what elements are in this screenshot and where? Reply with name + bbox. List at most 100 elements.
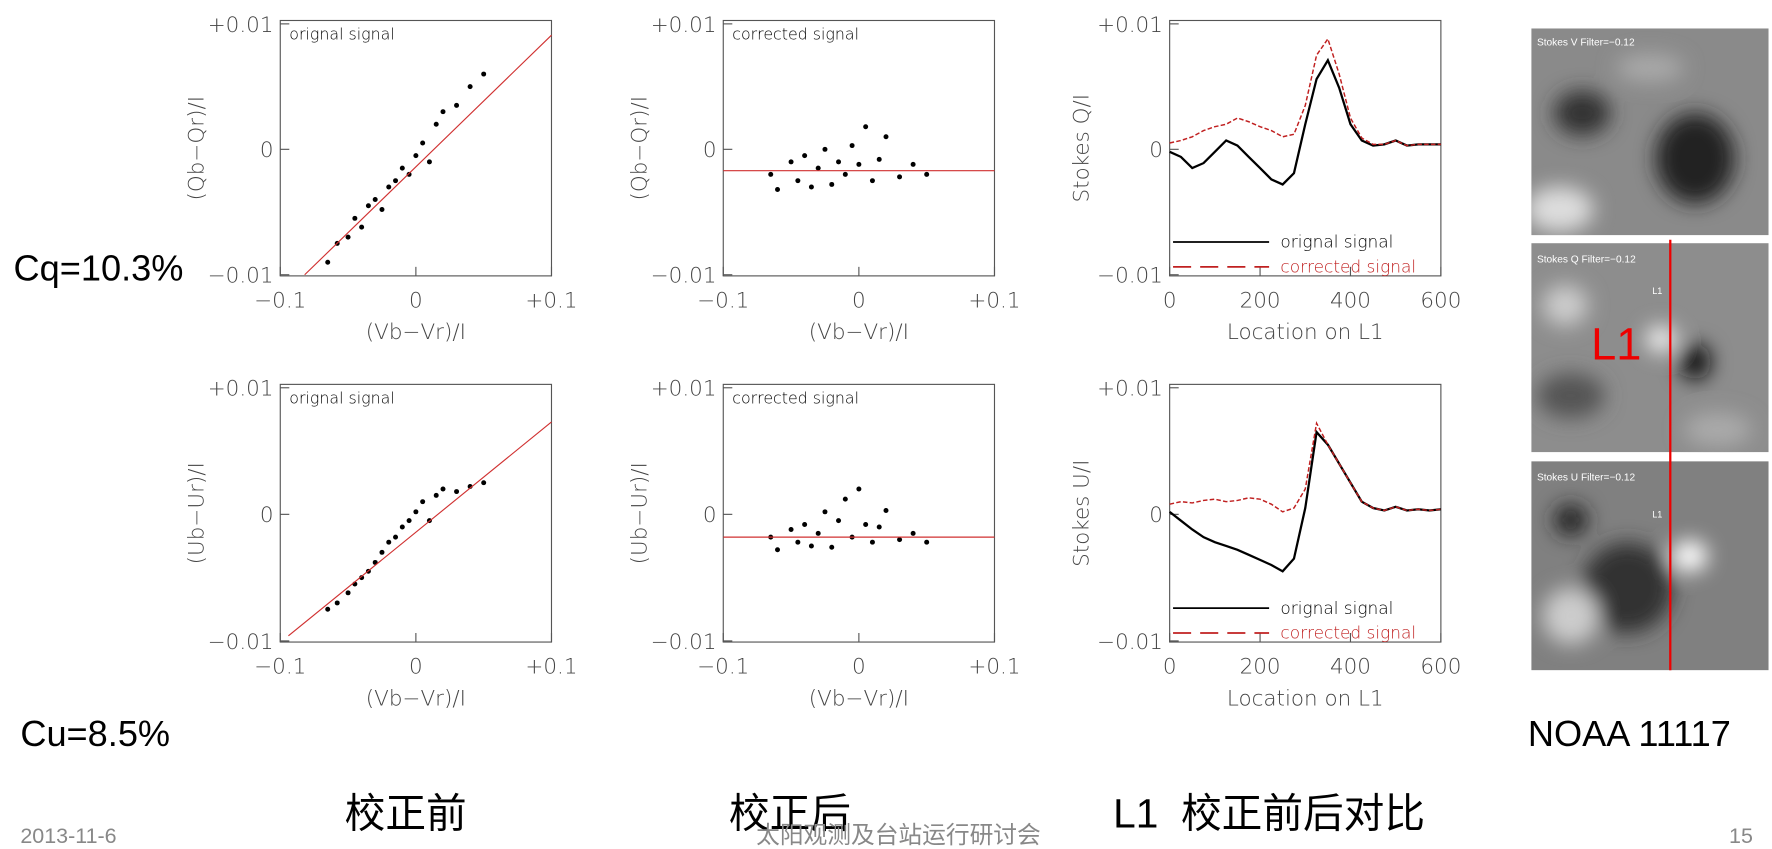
point bbox=[345, 234, 351, 240]
y-tick-label: +0.01 bbox=[208, 377, 274, 402]
chart: −0.1 0 +0.1 +0.01 0 −0.01 (Vb−Vr)/I (Ub−Ur)/I co… bbox=[627, 377, 1020, 712]
cq: Cq=10.3% bbox=[14, 247, 184, 288]
series-line bbox=[1169, 57, 1441, 186]
series-line bbox=[1168, 429, 1442, 573]
point bbox=[325, 606, 331, 612]
point bbox=[795, 539, 801, 545]
y-tick-label: 0 bbox=[1149, 138, 1163, 163]
point bbox=[842, 171, 848, 177]
point bbox=[788, 527, 794, 533]
y-tick-label: +0.01 bbox=[1097, 377, 1163, 402]
legend-label: orignal signal bbox=[1280, 598, 1393, 618]
point bbox=[836, 159, 842, 165]
series-line bbox=[1169, 37, 1441, 147]
point bbox=[420, 140, 426, 146]
legend-label: orignal signal bbox=[1280, 232, 1393, 252]
point bbox=[386, 539, 392, 545]
chart: −0.1 0 +0.1 +0.01 0 −0.01 (Vb−Vr)/I (Ub−Ur)/I or… bbox=[184, 377, 577, 712]
image-u bbox=[1531, 461, 1769, 671]
point bbox=[372, 197, 378, 202]
point bbox=[883, 508, 889, 514]
point bbox=[481, 71, 487, 77]
plot-frame bbox=[722, 383, 996, 643]
point bbox=[359, 224, 365, 230]
region: NOAA 11117 bbox=[1528, 713, 1731, 754]
y-axis-label: (Qb−Qr)/I bbox=[184, 96, 209, 201]
point bbox=[345, 590, 351, 596]
y-tick-label: +0.01 bbox=[1097, 13, 1163, 38]
y-tick-label: −0.01 bbox=[208, 264, 274, 289]
point bbox=[863, 124, 869, 130]
point bbox=[399, 524, 405, 530]
x-tick-label: −0.1 bbox=[254, 655, 306, 680]
date: 2013-11-6 bbox=[20, 824, 116, 848]
point bbox=[399, 165, 405, 171]
point bbox=[433, 492, 439, 498]
point bbox=[802, 153, 808, 159]
y-axis-label: (Ub−Ur)/I bbox=[184, 462, 209, 564]
x-tick-label: +0.1 bbox=[525, 289, 577, 314]
x-tick-label: 0 bbox=[852, 289, 866, 314]
panel-label: corrected signal bbox=[732, 25, 859, 44]
point bbox=[406, 518, 412, 524]
point bbox=[869, 178, 875, 184]
point bbox=[334, 600, 340, 606]
point bbox=[413, 153, 419, 159]
caption: L1 校正前后对比 bbox=[1113, 790, 1425, 836]
point bbox=[842, 496, 848, 502]
panel-label: orignal signal bbox=[289, 389, 394, 408]
point bbox=[325, 259, 331, 265]
x-tick-label: −0.1 bbox=[697, 655, 749, 680]
y-axis-label: (Ub−Ur)/I bbox=[627, 462, 652, 564]
legend-label: corrected signal bbox=[1280, 257, 1416, 277]
x-tick-label: 200 bbox=[1240, 289, 1281, 314]
x-tick-label: 600 bbox=[1420, 289, 1461, 314]
fit-line bbox=[288, 421, 552, 637]
x-tick-label: 0 bbox=[1163, 289, 1177, 314]
x-tick-label: −0.1 bbox=[254, 289, 306, 314]
point bbox=[413, 509, 419, 515]
point bbox=[808, 184, 814, 190]
point bbox=[822, 146, 828, 152]
big-marker: L1 bbox=[1591, 319, 1641, 370]
y-tick-label: 0 bbox=[703, 138, 717, 163]
x-axis-label: (Vb−Vr)/I bbox=[809, 320, 909, 345]
point bbox=[910, 530, 916, 536]
point bbox=[924, 539, 930, 545]
y-axis-label: Stokes Q/I bbox=[1069, 94, 1094, 203]
point bbox=[775, 547, 780, 553]
plot-frame bbox=[279, 19, 553, 277]
point bbox=[359, 575, 365, 581]
y-tick-label: −0.01 bbox=[1097, 264, 1163, 289]
plot-frame bbox=[722, 19, 996, 277]
point bbox=[897, 174, 903, 180]
y-tick-label: −0.01 bbox=[651, 630, 717, 655]
point bbox=[440, 109, 446, 115]
fit-line bbox=[304, 34, 552, 276]
x-axis-label: Location on L1 bbox=[1227, 686, 1384, 711]
point bbox=[420, 499, 426, 505]
panel-label: orignal signal bbox=[289, 25, 394, 44]
y-tick-label: −0.01 bbox=[208, 630, 274, 655]
point bbox=[795, 178, 801, 184]
point bbox=[897, 537, 903, 543]
x-axis-label: (Vb−Vr)/I bbox=[366, 686, 466, 711]
x-tick-label: 600 bbox=[1420, 655, 1461, 680]
legend-label: corrected signal bbox=[1280, 623, 1416, 643]
point bbox=[924, 171, 930, 177]
point bbox=[433, 121, 439, 127]
y-tick-label: 0 bbox=[260, 503, 274, 528]
point bbox=[876, 156, 882, 162]
image-marker: L1 bbox=[1652, 510, 1662, 520]
plot-frame bbox=[1169, 19, 1442, 277]
point bbox=[863, 521, 869, 527]
y-tick-label: 0 bbox=[1149, 503, 1163, 528]
stokes-images: Stokes V Filter=−0.12 Stokes Q Filter=−0… bbox=[1531, 28, 1769, 671]
point bbox=[856, 161, 862, 167]
point bbox=[775, 186, 780, 192]
point bbox=[379, 549, 385, 555]
x-axis-label: (Vb−Vr)/I bbox=[366, 320, 466, 345]
